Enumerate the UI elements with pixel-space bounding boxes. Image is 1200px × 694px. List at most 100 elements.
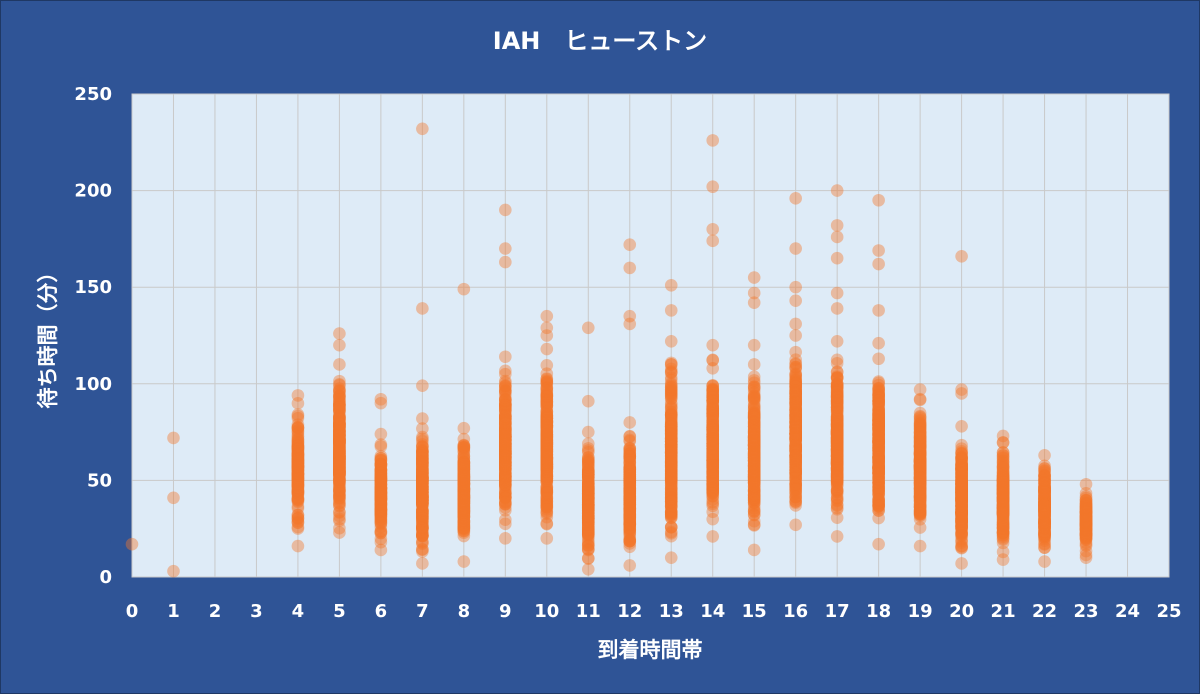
data-point — [333, 453, 346, 467]
data-point — [333, 420, 346, 433]
data-point — [333, 432, 346, 446]
data-point — [333, 468, 346, 481]
data-point — [623, 470, 637, 483]
data-point — [333, 448, 346, 462]
data-point — [333, 396, 346, 410]
data-point — [291, 453, 305, 467]
data-point — [872, 423, 885, 436]
data-point — [333, 456, 346, 470]
data-point — [333, 488, 346, 502]
data-point — [291, 455, 305, 469]
data-point — [374, 477, 388, 491]
data-point — [996, 536, 1010, 550]
data-point — [291, 467, 305, 481]
data-point — [830, 230, 844, 244]
data-point — [333, 472, 346, 485]
data-point — [333, 455, 346, 469]
data-point — [333, 483, 346, 497]
data-point — [291, 432, 305, 446]
data-point — [291, 433, 305, 446]
data-point — [333, 526, 346, 539]
data-point — [333, 435, 346, 449]
data-point — [291, 439, 305, 453]
plot-area — [131, 93, 1170, 578]
data-point — [333, 416, 346, 429]
data-point — [291, 488, 305, 502]
data-point — [664, 408, 678, 422]
data-point — [333, 427, 346, 440]
data-point — [333, 418, 346, 432]
data-point — [291, 451, 305, 465]
data-point — [333, 458, 346, 472]
data-point — [333, 400, 346, 414]
data-point — [499, 415, 512, 429]
data-point — [706, 440, 720, 454]
data-point — [374, 470, 388, 484]
data-point — [333, 512, 346, 526]
x-tick-labels: 0 1 2 3 4 5 6 7 8 9 10 11 12 13 14 15 16 17 18 19 20 21 22 23 24… — [126, 601, 1182, 622]
data-point — [747, 391, 761, 405]
data-point — [333, 484, 346, 497]
data-point — [291, 448, 305, 461]
data-point — [333, 478, 346, 491]
data-point — [706, 470, 720, 484]
data-point — [291, 442, 305, 456]
data-point — [374, 507, 388, 520]
data-point — [291, 459, 305, 473]
data-point — [706, 353, 720, 367]
data-point — [333, 448, 346, 462]
data-point — [333, 395, 346, 408]
data-point — [374, 543, 388, 557]
data-point — [333, 436, 346, 449]
data-point — [581, 394, 595, 408]
data-point — [333, 442, 346, 455]
data-point — [333, 395, 346, 408]
data-point — [333, 450, 346, 464]
data-point — [333, 411, 346, 424]
data-point — [333, 463, 346, 476]
data-point — [747, 286, 761, 300]
data-point — [291, 516, 305, 530]
data-point — [333, 402, 346, 416]
data-point — [374, 508, 388, 522]
data-point — [291, 441, 305, 455]
data-point — [789, 345, 802, 359]
data-point — [291, 495, 305, 509]
data-point — [374, 506, 388, 519]
data-point — [291, 516, 305, 529]
data-point — [333, 445, 346, 459]
data-point — [333, 449, 346, 463]
data-point — [1038, 541, 1051, 554]
data-point — [291, 468, 305, 481]
data-point — [333, 422, 346, 436]
data-point — [540, 358, 554, 372]
data-point — [996, 484, 1010, 498]
data-point — [333, 457, 346, 470]
data-point — [374, 510, 388, 524]
data-point — [333, 465, 346, 479]
data-point — [374, 525, 388, 538]
data-point — [333, 434, 346, 447]
data-point — [333, 425, 346, 438]
data-point — [333, 473, 346, 487]
data-point — [374, 481, 388, 495]
data-point — [499, 203, 512, 217]
data-point — [333, 403, 346, 416]
data-point — [996, 506, 1010, 519]
data-point — [416, 422, 429, 435]
y-tick-label: 50 — [87, 470, 112, 491]
data-point — [291, 457, 305, 471]
data-point — [374, 467, 388, 481]
data-point — [623, 416, 637, 429]
data-point — [789, 518, 802, 532]
data-point — [747, 411, 761, 425]
data-point — [374, 463, 388, 477]
data-point — [291, 454, 305, 467]
data-point — [291, 456, 305, 470]
data-point — [913, 436, 927, 450]
data-point — [333, 509, 346, 523]
x-tick-label: 10 — [534, 601, 559, 622]
data-point — [333, 444, 346, 458]
data-point — [333, 458, 346, 472]
data-point — [333, 482, 346, 496]
